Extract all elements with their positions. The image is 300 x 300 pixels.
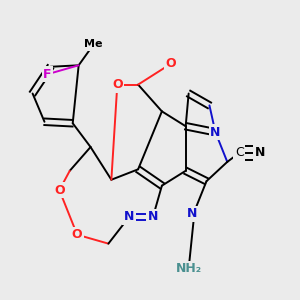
Text: N: N — [186, 207, 197, 220]
Text: O: O — [54, 184, 65, 196]
Text: O: O — [72, 228, 83, 241]
Text: F: F — [43, 68, 52, 81]
Text: C: C — [235, 146, 244, 160]
Text: O: O — [112, 78, 123, 91]
Text: O: O — [166, 57, 176, 70]
Text: N: N — [255, 146, 265, 160]
Text: N: N — [124, 210, 134, 224]
Text: NH₂: NH₂ — [176, 262, 202, 275]
Text: N: N — [148, 210, 158, 224]
Text: N: N — [210, 126, 220, 139]
Text: Me: Me — [84, 40, 103, 50]
